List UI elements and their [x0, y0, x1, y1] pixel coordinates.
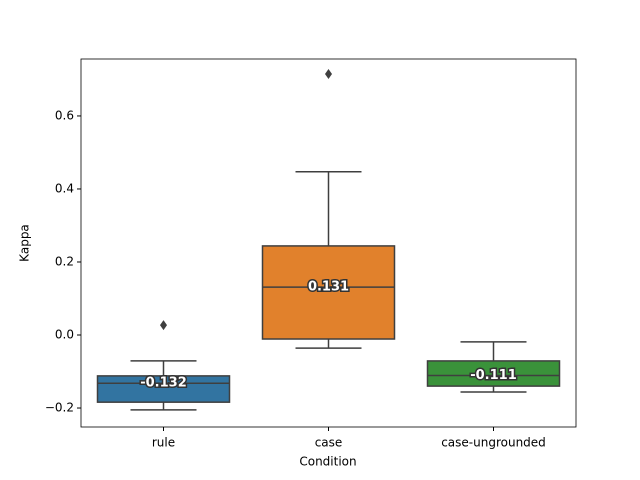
- median-label: -0.111: [470, 368, 517, 383]
- box: [261, 245, 396, 340]
- outlier: [160, 320, 167, 331]
- y-tick-label: −0.2: [45, 401, 74, 415]
- x-tick-label: rule: [152, 436, 175, 450]
- x-tick-label: case: [315, 436, 343, 450]
- x-axis-label: Condition: [299, 455, 356, 469]
- plot-frame: [80, 58, 577, 428]
- x-tick-label: case-ungrounded: [441, 436, 546, 450]
- y-tick-label: 0.4: [55, 181, 74, 195]
- median-label: 0.131: [308, 280, 349, 295]
- median-label: -0.132: [140, 376, 187, 391]
- y-tick-label: 0.2: [55, 254, 74, 268]
- y-tick-label: 0.0: [55, 328, 74, 342]
- box: [426, 360, 561, 387]
- box: [96, 375, 231, 403]
- y-axis-label: Kappa: [18, 224, 32, 262]
- y-tick-label: 0.6: [55, 108, 74, 122]
- outlier: [325, 68, 332, 79]
